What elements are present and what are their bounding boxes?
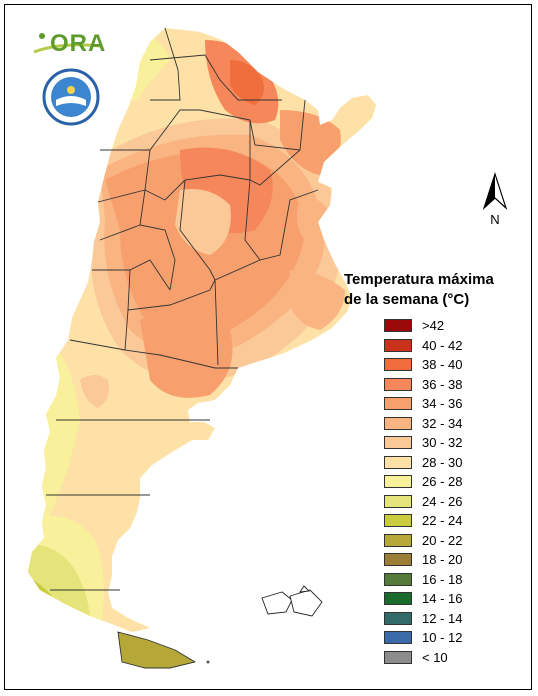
legend-label: 16 - 18 (422, 571, 463, 587)
legend-swatch (384, 631, 412, 644)
legend-swatch (384, 338, 412, 352)
legend-swatch (384, 475, 412, 488)
legend-swatch (384, 358, 412, 371)
agency-seal (42, 68, 100, 126)
legend-swatch (384, 592, 412, 605)
legend-label: < 10 (422, 649, 448, 665)
legend-label: 38 - 40 (422, 357, 463, 372)
map-frame (4, 4, 532, 690)
legend-label: >42 (422, 318, 445, 333)
legend-swatch (384, 611, 412, 625)
legend-label: 40 - 42 (422, 337, 463, 353)
agency-seal-icon (42, 68, 100, 126)
legend-swatch (384, 650, 412, 664)
small-island (206, 660, 210, 664)
north-arrow: N (478, 172, 512, 228)
legend-label: 18 - 20 (422, 552, 463, 567)
legend-swatch (384, 514, 412, 527)
north-arrow-icon (482, 172, 508, 210)
legend-swatch (384, 377, 412, 391)
legend-label: 22 - 24 (422, 513, 463, 528)
legend-title-line1: Temperatura máxima (344, 271, 494, 288)
legend-swatch (384, 436, 412, 449)
logo-text: ORA (50, 30, 107, 57)
legend-label: 10 - 12 (422, 630, 463, 645)
province-boundaries (46, 27, 319, 591)
malvinas-islands (261, 585, 323, 617)
legend-swatch (384, 553, 412, 566)
legend-label: 24 - 26 (422, 493, 463, 509)
ora-logo: ORA (30, 28, 110, 62)
legend-swatch (384, 455, 412, 469)
legend-title: Temperatura máxima de la semana (°C) (344, 270, 529, 310)
legend-label: 32 - 34 (422, 415, 463, 431)
legend-label: 20 - 22 (422, 532, 463, 548)
legend-label: 14 - 16 (422, 591, 463, 606)
legend-label: 28 - 30 (422, 454, 463, 470)
legend-swatch (384, 397, 412, 410)
legend-label: 26 - 28 (422, 474, 463, 489)
north-label: N (490, 212, 500, 227)
tierra-del-fuego (117, 631, 197, 669)
legend-swatch (384, 319, 412, 332)
legend-swatch (384, 494, 412, 508)
legend-label: 30 - 32 (422, 435, 463, 450)
ora-logo-icon (33, 33, 101, 54)
legend-swatch (384, 416, 412, 430)
legend-label: 36 - 38 (422, 376, 463, 392)
legend-swatch (384, 572, 412, 586)
legend-label: 34 - 36 (422, 396, 463, 411)
legend-swatch (384, 533, 412, 547)
legend-title-line2: de la semana (°C) (344, 291, 470, 308)
legend-label: 12 - 14 (422, 610, 463, 626)
